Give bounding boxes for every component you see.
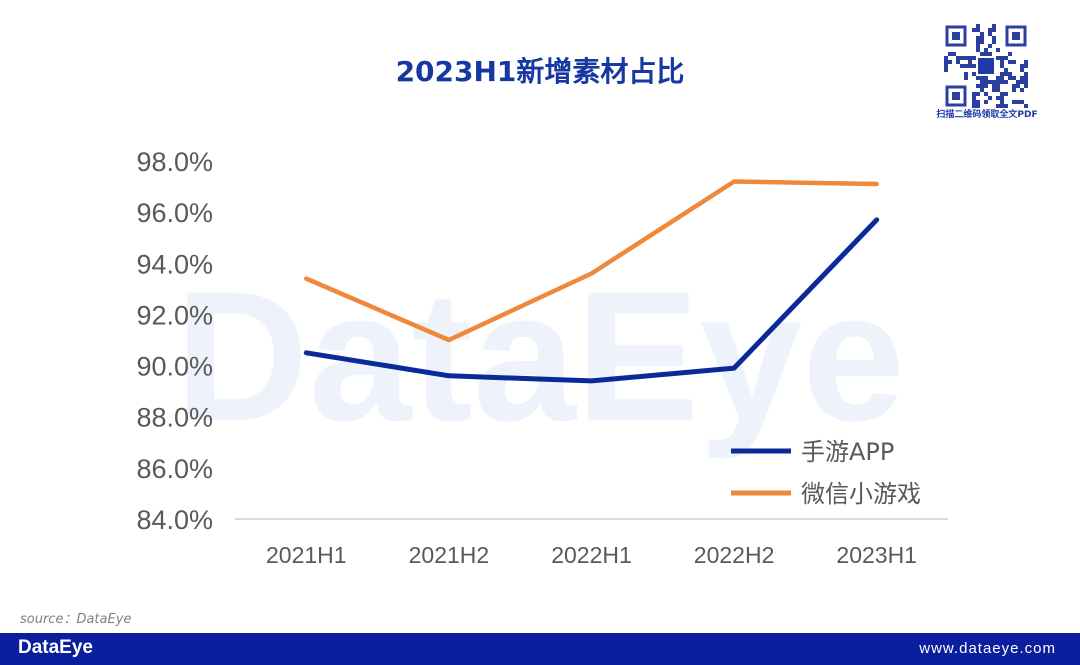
footer-bar: DataEye www.dataeye.com — [0, 633, 1080, 665]
x-tick-label: 2021H2 — [409, 542, 490, 568]
y-tick-label: 84.0% — [136, 505, 213, 535]
footer-url: www.dataeye.com — [919, 640, 1056, 657]
line-chart: DataEye 98.0% 96.0% 94.0% 92.0% 90.0% 88.0% 86… — [136, 147, 948, 568]
x-tick-label: 2022H1 — [551, 542, 632, 568]
source-note: source：DataEye — [20, 612, 132, 627]
x-tick-label: 2022H2 — [694, 542, 775, 568]
y-tick-label: 88.0% — [136, 403, 213, 433]
x-tick-label: 2023H1 — [836, 542, 917, 568]
qr-code-icon — [944, 24, 1028, 108]
watermark: DataEye — [175, 254, 905, 460]
legend-label: 微信小游戏 — [801, 480, 921, 508]
y-tick-label: 86.0% — [136, 454, 213, 484]
legend-label: 手游APP — [801, 438, 894, 466]
y-tick-label: 92.0% — [136, 300, 213, 330]
y-tick-label: 96.0% — [136, 198, 213, 228]
series-line-1 — [303, 217, 880, 384]
x-tick-label: 2021H1 — [266, 542, 347, 568]
footer-logo: DataEye — [18, 637, 93, 658]
chart-title: 2023H1新增素材占比 — [395, 55, 685, 88]
y-tick-label: 94.0% — [136, 249, 213, 279]
y-tick-label: 90.0% — [136, 352, 213, 382]
qr-code — [944, 24, 1028, 108]
y-tick-label: 98.0% — [136, 147, 213, 177]
qr-caption: 扫描二维码领取全文PDF — [936, 110, 1038, 120]
series-line-2 — [304, 179, 879, 343]
